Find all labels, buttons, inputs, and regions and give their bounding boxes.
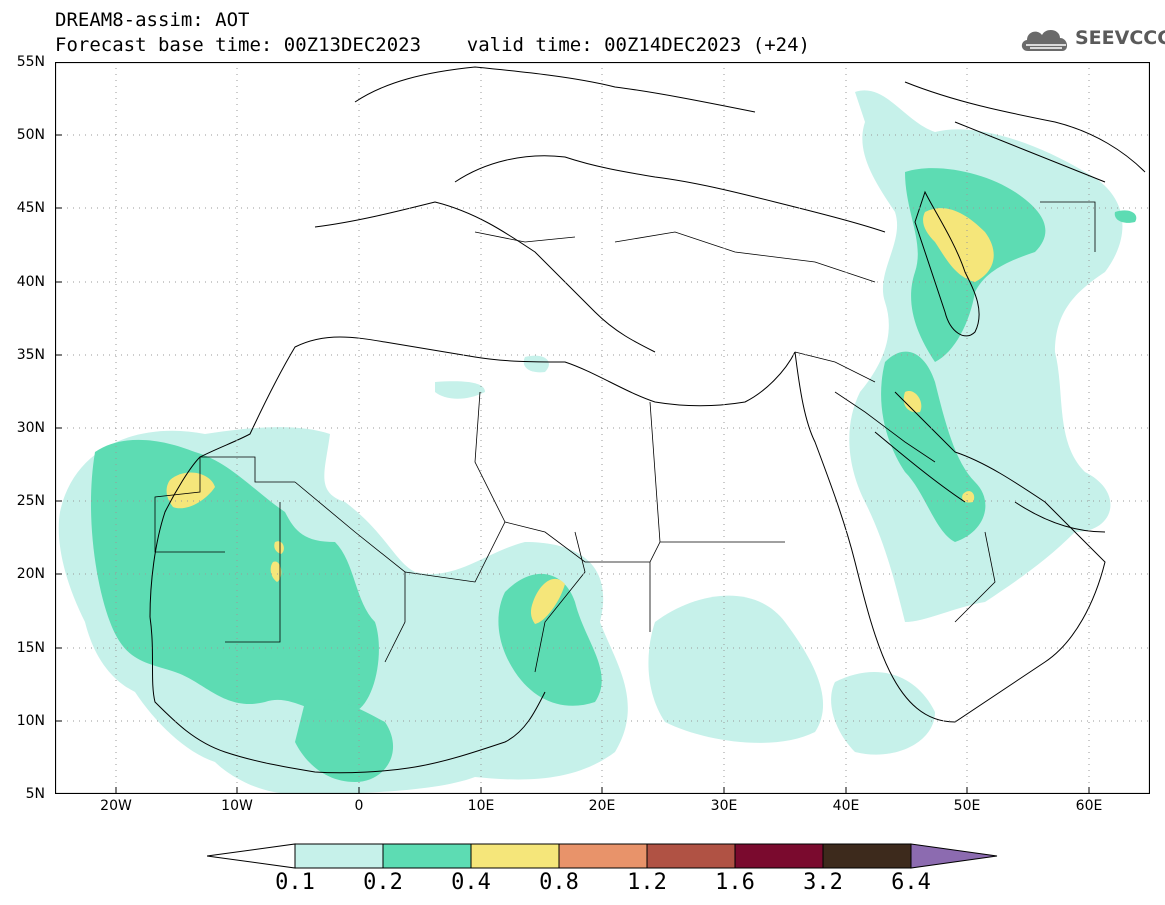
seevccc-logo: SEEVCCC (1018, 23, 1165, 57)
colorbar-label: 1.2 (627, 870, 667, 895)
lat-label: 45N (16, 200, 45, 216)
map-title: DREAM8-assim: AOT (55, 9, 250, 31)
lon-label: 10W (221, 798, 253, 814)
colorbar-bin (470, 843, 560, 869)
lat-label: 10N (16, 713, 45, 729)
cloud-icon (1021, 29, 1068, 51)
lat-label: 35N (16, 347, 45, 363)
lon-label: 0 (354, 798, 364, 814)
logo-text: SEEVCCC (1075, 27, 1165, 49)
colorbar-label: 0.1 (275, 870, 315, 895)
graticule (55, 62, 1150, 794)
colorbar-high-arrow (910, 843, 998, 869)
lat-label: 30N (16, 420, 45, 436)
lat-label: 15N (16, 640, 45, 656)
lat-label: 25N (16, 493, 45, 509)
forecast-time-subtitle: Forecast base time: 00Z13DEC2023 valid t… (55, 34, 810, 56)
aot-field-high (166, 208, 994, 624)
lon-label: 40E (832, 798, 860, 814)
colorbar-bin (734, 843, 824, 869)
colorbar-label: 0.4 (451, 870, 491, 895)
colorbar-bin (382, 843, 472, 869)
lon-label: 50E (953, 798, 981, 814)
colorbar-bin (646, 843, 736, 869)
colorbar-bin (822, 843, 912, 869)
lat-label: 5N (25, 786, 45, 802)
colorbar (207, 843, 998, 869)
lon-label: 60E (1075, 798, 1103, 814)
colorbar-label: 3.2 (803, 870, 843, 895)
colorbar-label: 0.2 (363, 870, 403, 895)
coastlines (149, 66, 1146, 774)
lat-label: 40N (16, 274, 45, 290)
colorbar-label: 6.4 (891, 870, 931, 895)
colorbar-low-arrow (207, 843, 296, 869)
lat-label: 55N (16, 54, 45, 70)
country-borders (154, 201, 1096, 673)
lon-label: 20W (100, 798, 132, 814)
colorbar-bin (294, 843, 384, 869)
colorbar-bin (558, 843, 648, 869)
lon-label: 30E (710, 798, 738, 814)
lon-label: 20E (588, 798, 616, 814)
colorbar-label: 1.6 (715, 870, 755, 895)
lat-label: 50N (16, 127, 45, 143)
lat-label: 20N (16, 566, 45, 582)
lon-label: 10E (467, 798, 495, 814)
map-panel (55, 62, 1150, 794)
axis-ticks (55, 134, 1090, 794)
colorbar-label: 0.8 (539, 870, 579, 895)
